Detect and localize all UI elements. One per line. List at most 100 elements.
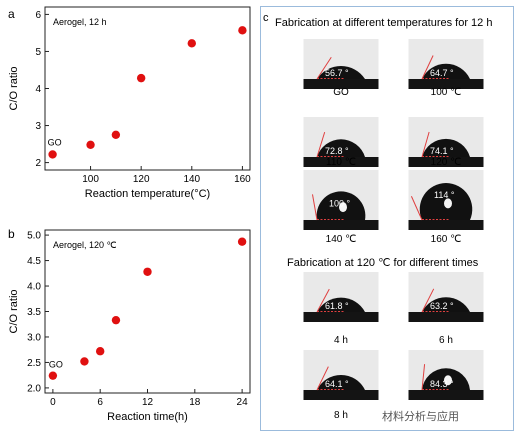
data-point bbox=[95, 347, 105, 356]
water-droplet bbox=[317, 66, 365, 79]
x-axis-label: Reaction time(h) bbox=[107, 411, 188, 423]
x-tick-label: 12 bbox=[142, 397, 154, 408]
contact-angle-value: 64.1 ° bbox=[325, 379, 349, 389]
tangent-line bbox=[421, 364, 426, 391]
x-axis-label: Reaction temperature(°C) bbox=[85, 188, 210, 200]
tangent-line bbox=[316, 366, 329, 391]
data-point bbox=[143, 267, 152, 276]
y-tick-label: 3.0 bbox=[27, 332, 41, 343]
substrate bbox=[303, 79, 379, 89]
y-tick-label: 6 bbox=[35, 10, 41, 21]
chart-b: 0 6 12 18 24 2.0 2.5 3.0 3.5 4.0 4.5 5.0 Aerogel, 12… bbox=[8, 229, 251, 423]
x-tick-label: 120 bbox=[133, 174, 150, 185]
substrate bbox=[303, 157, 379, 167]
data-point bbox=[136, 73, 146, 83]
water-droplet bbox=[317, 139, 365, 157]
y-tick-label: 3.5 bbox=[27, 307, 41, 318]
droplet-highlight bbox=[339, 202, 347, 213]
contact-angle-photo: 64.1 ° bbox=[303, 350, 379, 400]
go-point-label: GO bbox=[48, 137, 62, 147]
panel-c-contact-angles: c Fabrication at different temperatures … bbox=[260, 6, 514, 431]
time-caption: 6 h bbox=[439, 335, 453, 346]
substrate bbox=[303, 312, 379, 322]
temperature-caption: GO bbox=[333, 87, 349, 98]
contact-angle-value: 100 ° bbox=[329, 198, 351, 208]
watermark: 材料分析与应用 bbox=[382, 411, 459, 423]
plot-annotation: Aerogel, 120 ℃ bbox=[53, 240, 117, 250]
tangent-line bbox=[421, 55, 434, 80]
y-axis-label: C/O ratio bbox=[8, 289, 20, 333]
contact-angle-photo: 63.2 ° bbox=[408, 272, 484, 322]
time-caption: 8 h bbox=[334, 410, 348, 421]
substrate bbox=[408, 79, 484, 89]
temperature-caption: 160 ℃ bbox=[431, 234, 462, 245]
y-tick-label: 2.5 bbox=[27, 358, 41, 369]
contact-angle-photo: 100 ° bbox=[303, 170, 379, 230]
water-droplet bbox=[317, 374, 365, 390]
x-tick-label: 160 bbox=[234, 174, 251, 185]
panel-c-title-times: Fabrication at 120 ℃ for different times bbox=[287, 257, 479, 269]
x-tick-label: 140 bbox=[183, 174, 200, 185]
contact-angle-photo: 64.7 ° bbox=[408, 39, 484, 89]
plot-frame bbox=[44, 229, 251, 394]
panel-c-title-temps: Fabrication at different temperatures fo… bbox=[275, 17, 492, 29]
substrate bbox=[408, 220, 484, 230]
x-tick-label: 18 bbox=[189, 397, 201, 408]
y-axis-label: C/O ratio bbox=[8, 66, 20, 110]
x-tick-label: 24 bbox=[237, 397, 249, 408]
substrate bbox=[408, 157, 484, 167]
temperature-caption: 100 ℃ bbox=[431, 87, 462, 98]
time-caption: 4 h bbox=[334, 335, 348, 346]
go-point-label: GO bbox=[49, 360, 63, 370]
tangent-line bbox=[316, 132, 326, 158]
droplet-highlight bbox=[444, 198, 452, 209]
water-droplet bbox=[422, 63, 470, 79]
water-droplet bbox=[317, 297, 365, 312]
y-tick-label: 4.5 bbox=[27, 256, 41, 267]
contact-angle-value: 72.8 ° bbox=[325, 146, 349, 156]
chart-a: 100 120 140 160 2 3 4 5 6 Aerogel, 12 h Reaction t… bbox=[8, 6, 251, 200]
water-droplet bbox=[422, 138, 470, 157]
substrate bbox=[303, 390, 379, 400]
panel-b-label: b bbox=[8, 227, 15, 241]
x-tick-label: 0 bbox=[50, 397, 56, 408]
substrate bbox=[408, 312, 484, 322]
panel-c-label: c bbox=[263, 12, 269, 24]
data-point bbox=[48, 371, 58, 380]
plot-frame bbox=[44, 6, 251, 171]
y-tick-label: 5.0 bbox=[27, 231, 41, 242]
panel-a-label: a bbox=[8, 7, 15, 21]
data-point bbox=[111, 315, 121, 325]
contact-angle-value: 84.3 ° bbox=[430, 379, 454, 389]
tangent-line bbox=[410, 196, 423, 221]
contact-angle-value: 114 ° bbox=[434, 190, 455, 200]
tangent-line bbox=[316, 288, 330, 313]
tangent-line bbox=[311, 194, 318, 221]
contact-angle-value: 56.7 ° bbox=[325, 68, 349, 78]
data-point bbox=[86, 140, 95, 150]
y-tick-label: 4.0 bbox=[27, 282, 41, 293]
y-tick-label: 4 bbox=[35, 84, 41, 95]
contact-angle-photo: 74.1 ° bbox=[408, 117, 484, 167]
droplets-time: 61.8 ° 4 h 63.2 ° 6 h 64.1 ° 8 h 84.3 ° bbox=[303, 272, 484, 421]
x-tick-label: 100 bbox=[82, 174, 99, 185]
data-point bbox=[238, 26, 247, 35]
temperature-caption: 140 ℃ bbox=[326, 234, 357, 245]
droplets-temperature: 56.7 ° GO 64.7 ° 100 ℃ 72.8 °110 ℃ 74.1 °120 … bbox=[303, 39, 484, 245]
data-point bbox=[80, 357, 89, 366]
substrate bbox=[408, 390, 484, 400]
contact-angle-value: 61.8 ° bbox=[325, 301, 349, 311]
x-tick-label: 6 bbox=[97, 397, 103, 408]
contact-angle-value: 63.2 ° bbox=[430, 301, 454, 311]
droplet-highlight bbox=[444, 375, 452, 386]
contact-angle-value: 64.7 ° bbox=[430, 68, 454, 78]
plot-annotation: Aerogel, 12 h bbox=[53, 17, 107, 27]
temperature-caption: 110 ℃ bbox=[326, 157, 356, 168]
data-point bbox=[237, 237, 247, 246]
data-point bbox=[187, 39, 196, 48]
contact-angle-photo: 84.3 ° bbox=[408, 350, 484, 400]
temperature-caption: 120 ℃ bbox=[431, 157, 462, 168]
water-droplet bbox=[422, 297, 470, 312]
tangent-line bbox=[316, 56, 332, 80]
